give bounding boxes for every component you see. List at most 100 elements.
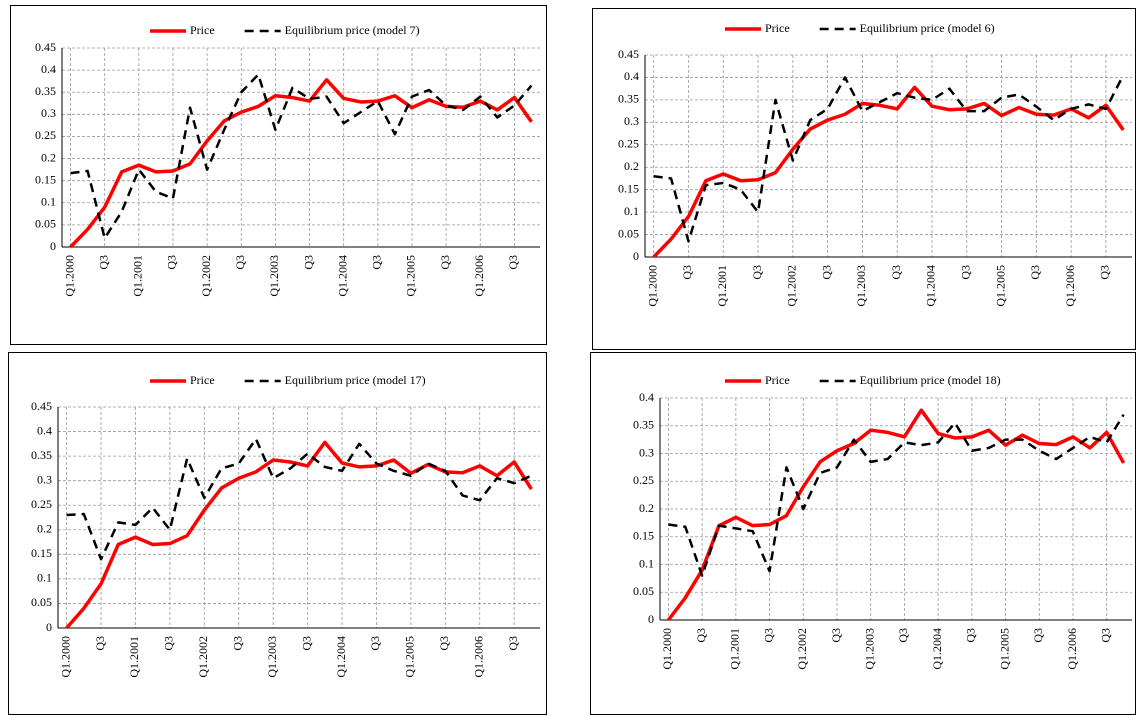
x-tick-label: Q1.2003 [854,265,868,307]
y-tick-label: 0.3 [624,114,639,128]
x-tick-label: Q3 [750,265,764,280]
x-tick-label: Q1.2001 [728,628,742,670]
legend-label: Equilibrium price (model 18) [860,373,1001,387]
y-tick-label: 0 [648,612,654,626]
y-tick-label: 0.35 [35,84,56,98]
chart-panel: 0 0.05 0.1 0.15 0.2 0.25 0.3 0.35 0.4 0.45 Q1.2000… [8,352,547,715]
y-tick-label: 0.15 [31,546,52,560]
y-tick-label: 0.45 [618,47,639,61]
x-tick-label: Q3 [889,265,903,280]
x-tick-label: Q1.2001 [127,636,141,678]
series-line [65,440,533,630]
x-tick-label: Q1.2005 [993,265,1007,307]
x-tick-label: Q1.2000 [62,255,76,297]
legend-label: Equilibrium price (model 7) [285,23,420,37]
y-tick-label: 0.1 [41,195,56,209]
x-tick-label: Q3 [299,636,313,651]
x-tick-label: Q1.2000 [660,628,674,670]
legend-label: Price [765,21,790,35]
y-tick-label: 0.3 [639,445,654,459]
x-tick-label: Q3 [233,255,247,270]
x-tick-label: Q1.2005 [403,636,417,678]
chart-panel: 0 0.05 0.1 0.15 0.2 0.25 0.3 0.35 0.4 0.45 Q1.2000… [592,8,1136,350]
series-line [652,85,1125,259]
legend-label: Price [190,373,215,387]
y-tick-label: 0.1 [624,204,639,218]
y-tick-label: 0.25 [31,497,52,511]
x-tick-label: Q1.2003 [265,636,279,678]
panel-border [590,352,1136,715]
x-tick-label: Q1.2004 [930,628,944,670]
chart-panel: 0 0.05 0.1 0.15 0.2 0.25 0.3 0.35 0.4 Q1.2000 Q3 Q1… [590,352,1136,715]
y-tick-label: 0.2 [639,501,654,515]
x-tick-label: Q3 [506,636,520,651]
x-tick-label: Q3 [896,628,910,643]
x-tick-label: Q3 [96,255,110,270]
x-tick-label: Q1.2002 [795,628,809,670]
x-tick-label: Q3 [694,628,708,643]
y-tick-label: 0.25 [618,137,639,151]
x-tick-label: Q3 [231,636,245,651]
x-tick-label: Q1.2006 [472,636,486,678]
y-tick-label: 0.15 [633,529,654,543]
y-tick-label: 0 [46,620,52,634]
legend-label: Equilibrium price (model 6) [860,21,995,35]
x-tick-label: Q3 [370,255,384,270]
y-tick-label: 0.05 [35,217,56,231]
x-tick-label: Q1.2006 [1063,265,1077,307]
x-tick-label: Q1.2002 [785,265,799,307]
y-tick-label: 0.3 [41,106,56,120]
y-tick-label: 0.35 [633,418,654,432]
x-tick-label: Q1.2004 [335,255,349,297]
legend-label: Price [190,23,215,37]
y-tick-label: 0.25 [633,473,654,487]
y-tick-label: 0.05 [633,584,654,598]
y-tick-label: 0.2 [624,159,639,173]
chart-panel: 0 0.05 0.1 0.15 0.2 0.25 0.3 0.35 0.4 0.45 Q1.2000… [10,5,547,345]
x-tick-label: Q3 [819,265,833,280]
x-tick-label: Q1.2000 [58,636,72,678]
x-tick-label: Q3 [1031,628,1045,643]
x-tick-label: Q1.2003 [862,628,876,670]
panel-border [10,5,547,345]
x-tick-label: Q1.2005 [404,255,418,297]
x-tick-label: Q1.2006 [472,255,486,297]
series-line [66,437,532,561]
x-tick-label: Q3 [1098,628,1112,643]
x-tick-label: Q1.2003 [267,255,281,297]
x-tick-label: Q1.2002 [199,255,213,297]
y-tick-label: 0.1 [639,556,654,570]
x-tick-label: Q3 [761,628,775,643]
y-tick-label: 0 [50,239,56,253]
y-tick-label: 0.45 [35,40,56,54]
x-tick-label: Q3 [162,636,176,651]
x-tick-label: Q3 [438,255,452,270]
x-tick-label: Q3 [959,265,973,280]
y-tick-label: 0 [633,249,639,263]
series-line [668,414,1125,577]
y-tick-label: 0.15 [618,181,639,195]
y-tick-label: 0.2 [37,522,52,536]
x-tick-label: Q3 [1098,265,1112,280]
y-tick-label: 0.15 [35,172,56,186]
x-tick-label: Q1.2001 [715,265,729,307]
y-tick-label: 0.05 [618,226,639,240]
x-tick-label: Q3 [93,636,107,651]
x-tick-label: Q1.2006 [1065,628,1079,670]
x-tick-label: Q3 [165,255,179,270]
y-tick-label: 0.2 [41,150,56,164]
y-tick-label: 0.35 [31,448,52,462]
y-tick-label: 0.35 [618,92,639,106]
y-tick-label: 0.05 [31,595,52,609]
y-tick-label: 0.1 [37,571,52,585]
x-tick-label: Q1.2004 [334,636,348,678]
x-tick-label: Q3 [680,265,694,280]
x-tick-label: Q3 [368,636,382,651]
x-tick-label: Q3 [301,255,315,270]
x-tick-label: Q1.2002 [196,636,210,678]
y-tick-label: 0.4 [639,390,654,404]
y-tick-label: 0.4 [624,69,639,83]
y-tick-label: 0.45 [31,399,52,413]
panel-border [8,352,547,715]
